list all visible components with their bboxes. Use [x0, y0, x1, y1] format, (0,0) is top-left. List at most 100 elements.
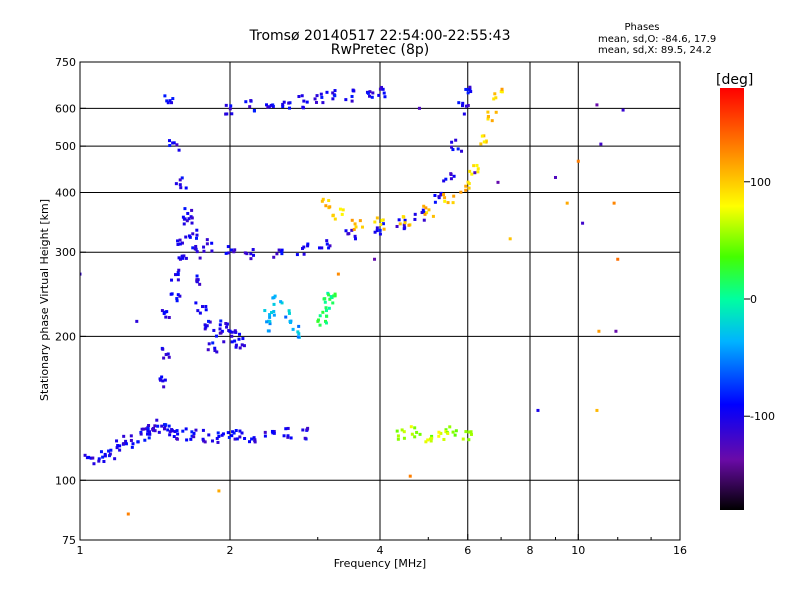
data-point [216, 431, 220, 435]
data-point [148, 430, 152, 434]
data-point [203, 440, 207, 444]
data-point [316, 318, 320, 322]
data-point [352, 227, 356, 231]
data-point [272, 309, 276, 313]
data-point [235, 437, 239, 441]
data-point [143, 438, 147, 442]
data-point [174, 273, 178, 277]
data-point [301, 428, 305, 432]
x-tick-label: 2 [227, 544, 234, 557]
data-point [318, 314, 322, 318]
data-point [146, 427, 150, 431]
data-point [476, 167, 480, 171]
data-point [175, 297, 179, 301]
data-point [190, 221, 194, 225]
data-point [188, 235, 192, 239]
data-point [614, 329, 618, 333]
data-point [328, 297, 332, 301]
data-point [449, 172, 453, 176]
data-point [437, 434, 441, 438]
data-point [195, 236, 199, 240]
data-point [189, 437, 193, 441]
data-point [234, 343, 238, 347]
data-point [164, 315, 168, 319]
data-point [338, 207, 342, 211]
data-point [402, 223, 406, 227]
data-point [118, 448, 122, 452]
data-point [444, 177, 448, 181]
data-point [107, 454, 111, 458]
data-point [301, 105, 305, 109]
data-point [418, 432, 422, 436]
data-point [287, 101, 291, 105]
data-point [171, 141, 175, 145]
data-point [157, 430, 161, 434]
data-point [175, 299, 179, 303]
data-point [318, 323, 322, 327]
data-point [268, 320, 272, 324]
data-point [220, 433, 224, 437]
data-point [324, 204, 328, 208]
data-point [450, 140, 454, 144]
data-point [347, 232, 351, 236]
data-point [282, 434, 286, 438]
data-point [325, 314, 329, 318]
data-point [249, 99, 253, 103]
data-point [291, 327, 295, 331]
data-point [207, 433, 211, 437]
data-point [413, 426, 417, 430]
data-point [379, 223, 383, 227]
data-point [168, 99, 172, 103]
data-point [243, 437, 247, 441]
y-tick-label: 750 [55, 56, 76, 69]
data-point [202, 245, 206, 249]
data-point [159, 378, 163, 382]
data-point [397, 218, 401, 222]
data-point [164, 423, 168, 427]
data-point [205, 242, 209, 246]
data-point [296, 330, 300, 334]
data-point [166, 101, 170, 105]
data-point [282, 100, 286, 104]
data-point [102, 460, 106, 464]
data-point [129, 434, 133, 438]
data-point [324, 306, 328, 310]
data-point [273, 294, 277, 298]
data-point [124, 439, 128, 443]
data-point [139, 430, 143, 434]
data-point [353, 237, 357, 241]
data-point [431, 214, 435, 218]
data-point [147, 424, 151, 428]
data-point [454, 138, 458, 142]
data-point [131, 442, 135, 446]
data-point [210, 241, 214, 245]
data-point [493, 92, 497, 96]
data-point [595, 103, 599, 107]
data-point [327, 306, 331, 310]
x-tick-label: 10 [571, 544, 585, 557]
data-point [321, 197, 325, 201]
data-point [451, 201, 455, 205]
data-point [270, 311, 274, 315]
data-point [396, 434, 400, 438]
colorbar-tick-label: -100 [750, 410, 775, 423]
data-point [457, 101, 461, 105]
data-point [234, 345, 238, 349]
data-point [190, 208, 194, 212]
data-point [205, 238, 209, 242]
data-point [210, 249, 214, 253]
data-point [459, 190, 463, 194]
data-point [410, 432, 414, 436]
data-point [219, 319, 223, 323]
data-point [409, 425, 413, 429]
data-point [426, 438, 430, 442]
data-point [451, 430, 455, 434]
data-point [424, 206, 428, 210]
data-point [163, 378, 167, 382]
data-point [177, 268, 181, 272]
data-point [413, 217, 417, 221]
data-point [328, 205, 332, 209]
data-point [204, 304, 208, 308]
data-point [198, 311, 202, 315]
